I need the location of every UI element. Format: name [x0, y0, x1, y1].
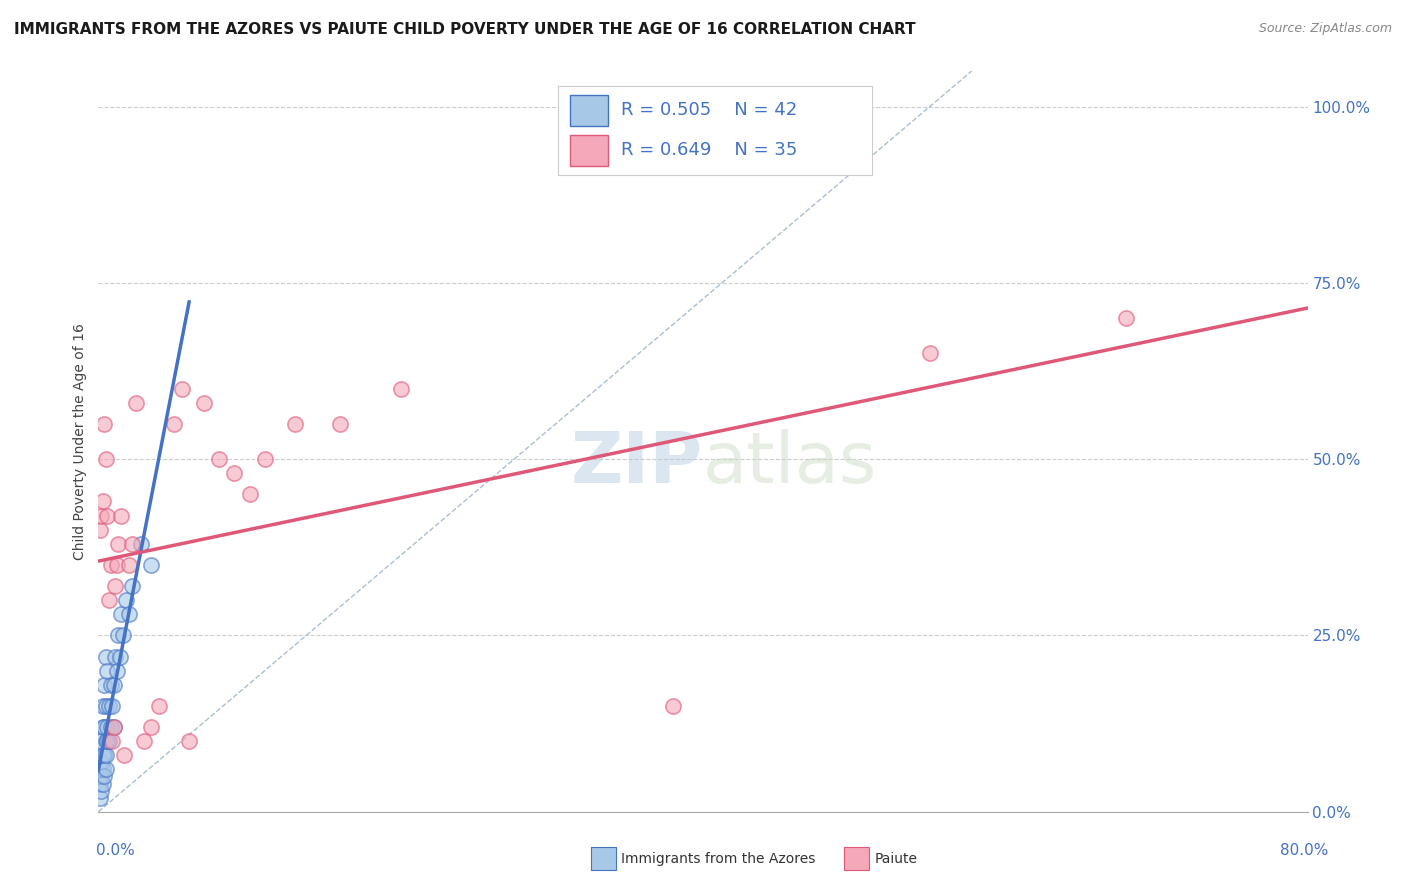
Point	[110, 607, 132, 622]
Point	[208, 452, 231, 467]
Point	[132, 734, 155, 748]
Point	[105, 664, 128, 678]
Point	[96, 720, 118, 734]
Point	[111, 628, 134, 642]
Point	[96, 664, 118, 678]
Point	[163, 417, 186, 431]
Point	[329, 417, 352, 431]
Point	[918, 346, 941, 360]
Point	[98, 734, 121, 748]
Point	[103, 720, 125, 734]
Point	[91, 494, 114, 508]
Point	[141, 720, 163, 734]
Text: atlas: atlas	[703, 429, 877, 499]
Point	[93, 769, 115, 783]
Point	[239, 487, 262, 501]
Point	[91, 763, 114, 777]
Point	[93, 748, 115, 763]
Point	[90, 783, 112, 797]
Point	[661, 698, 683, 713]
Point	[193, 396, 215, 410]
Point	[94, 452, 117, 467]
Point	[91, 776, 114, 790]
Text: Immigrants from the Azores: Immigrants from the Azores	[621, 852, 815, 866]
Point	[98, 593, 121, 607]
Point	[141, 558, 163, 572]
Point	[118, 607, 141, 622]
Text: 0.0%: 0.0%	[96, 843, 135, 858]
Point	[94, 698, 117, 713]
Point	[121, 537, 143, 551]
Point	[105, 558, 128, 572]
Point	[1115, 311, 1137, 326]
Point	[121, 579, 143, 593]
Point	[93, 720, 115, 734]
Point	[89, 790, 111, 805]
Point	[114, 593, 136, 607]
Point	[103, 678, 125, 692]
Point	[284, 417, 307, 431]
Point	[110, 508, 132, 523]
Point	[90, 769, 112, 783]
Point	[96, 734, 118, 748]
Point	[91, 698, 114, 713]
Point	[90, 756, 112, 770]
Text: ZIP: ZIP	[571, 429, 703, 499]
Point	[107, 628, 129, 642]
Point	[253, 452, 276, 467]
Point	[125, 396, 148, 410]
Point	[148, 698, 170, 713]
Point	[129, 537, 152, 551]
Point	[100, 720, 122, 734]
Point	[104, 649, 127, 664]
Point	[90, 734, 112, 748]
Point	[93, 417, 115, 431]
Point	[90, 508, 112, 523]
Text: Source: ZipAtlas.com: Source: ZipAtlas.com	[1258, 22, 1392, 36]
Point	[179, 734, 201, 748]
Point	[94, 763, 117, 777]
Point	[108, 649, 131, 664]
Point	[100, 558, 122, 572]
Point	[170, 382, 193, 396]
Text: IMMIGRANTS FROM THE AZORES VS PAIUTE CHILD POVERTY UNDER THE AGE OF 16 CORRELATI: IMMIGRANTS FROM THE AZORES VS PAIUTE CHI…	[14, 22, 915, 37]
Point	[98, 698, 121, 713]
Point	[89, 523, 111, 537]
Point	[91, 720, 114, 734]
Point	[94, 649, 117, 664]
Point	[389, 382, 412, 396]
Point	[96, 508, 118, 523]
Point	[118, 558, 141, 572]
Point	[112, 748, 135, 763]
Point	[103, 720, 125, 734]
Point	[89, 763, 111, 777]
Point	[104, 579, 127, 593]
Point	[91, 748, 114, 763]
Point	[89, 776, 111, 790]
Point	[101, 698, 124, 713]
Point	[100, 678, 122, 692]
Point	[107, 537, 129, 551]
Y-axis label: Child Poverty Under the Age of 16: Child Poverty Under the Age of 16	[73, 323, 87, 560]
Text: Paiute: Paiute	[875, 852, 918, 866]
Point	[224, 467, 246, 481]
Text: 80.0%: 80.0%	[1281, 843, 1329, 858]
Point	[93, 678, 115, 692]
Point	[94, 748, 117, 763]
Point	[101, 734, 124, 748]
Point	[94, 734, 117, 748]
